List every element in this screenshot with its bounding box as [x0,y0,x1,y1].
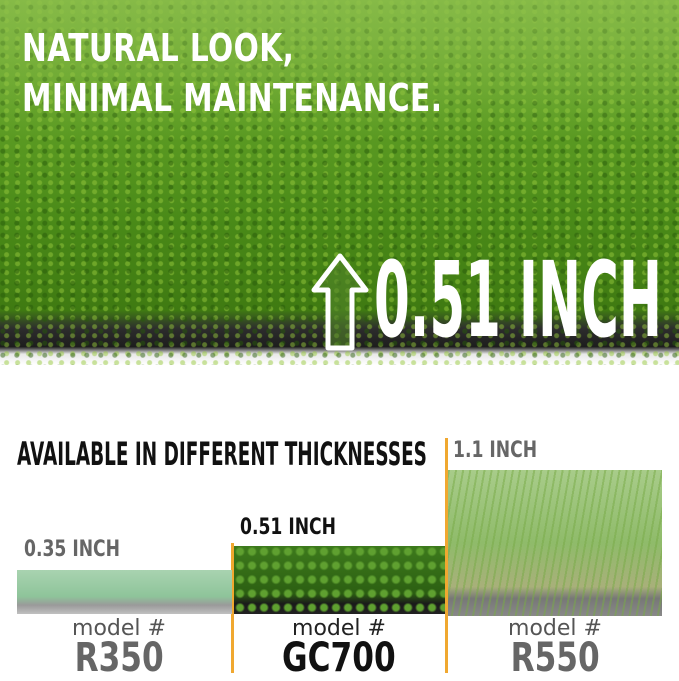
grass-sample-gc700 [234,546,445,614]
hero-thickness: 0.51 INCH [374,239,662,361]
grass-sample-r350 [17,570,232,614]
model-r350: model # R350 [12,616,226,681]
model-code: GC700 [282,635,396,681]
thickness-label-r550: 1.1 INCH [453,438,538,463]
hero-grass-image: NATURAL LOOK, MINIMAL MAINTENANCE. 0.51 … [0,0,679,365]
hero-thickness-wrap: 0.51 INCH [374,248,679,352]
hero-highlight [0,0,679,140]
headline-line-1: NATURAL LOOK, [22,26,295,70]
grass-sample-r550 [448,470,662,616]
model-code: R550 [510,635,600,681]
divider-2 [445,438,448,673]
model-label: model # [508,616,602,641]
divider-1 [231,543,234,673]
arrow-up-icon [311,253,369,351]
model-label: model # [72,616,166,641]
headline-line-2: MINIMAL MAINTENANCE. [22,76,443,120]
model-gc700: model # GC700 [232,616,446,681]
model-label: model # [292,616,386,641]
thickness-label-r350: 0.35 INCH [24,537,121,562]
section-heading: AVAILABLE IN DIFFERENT THICKNESSES [17,435,427,473]
thickness-label-gc700: 0.51 INCH [240,515,337,540]
model-code: R350 [74,635,164,681]
model-r550: model # R550 [448,616,662,681]
